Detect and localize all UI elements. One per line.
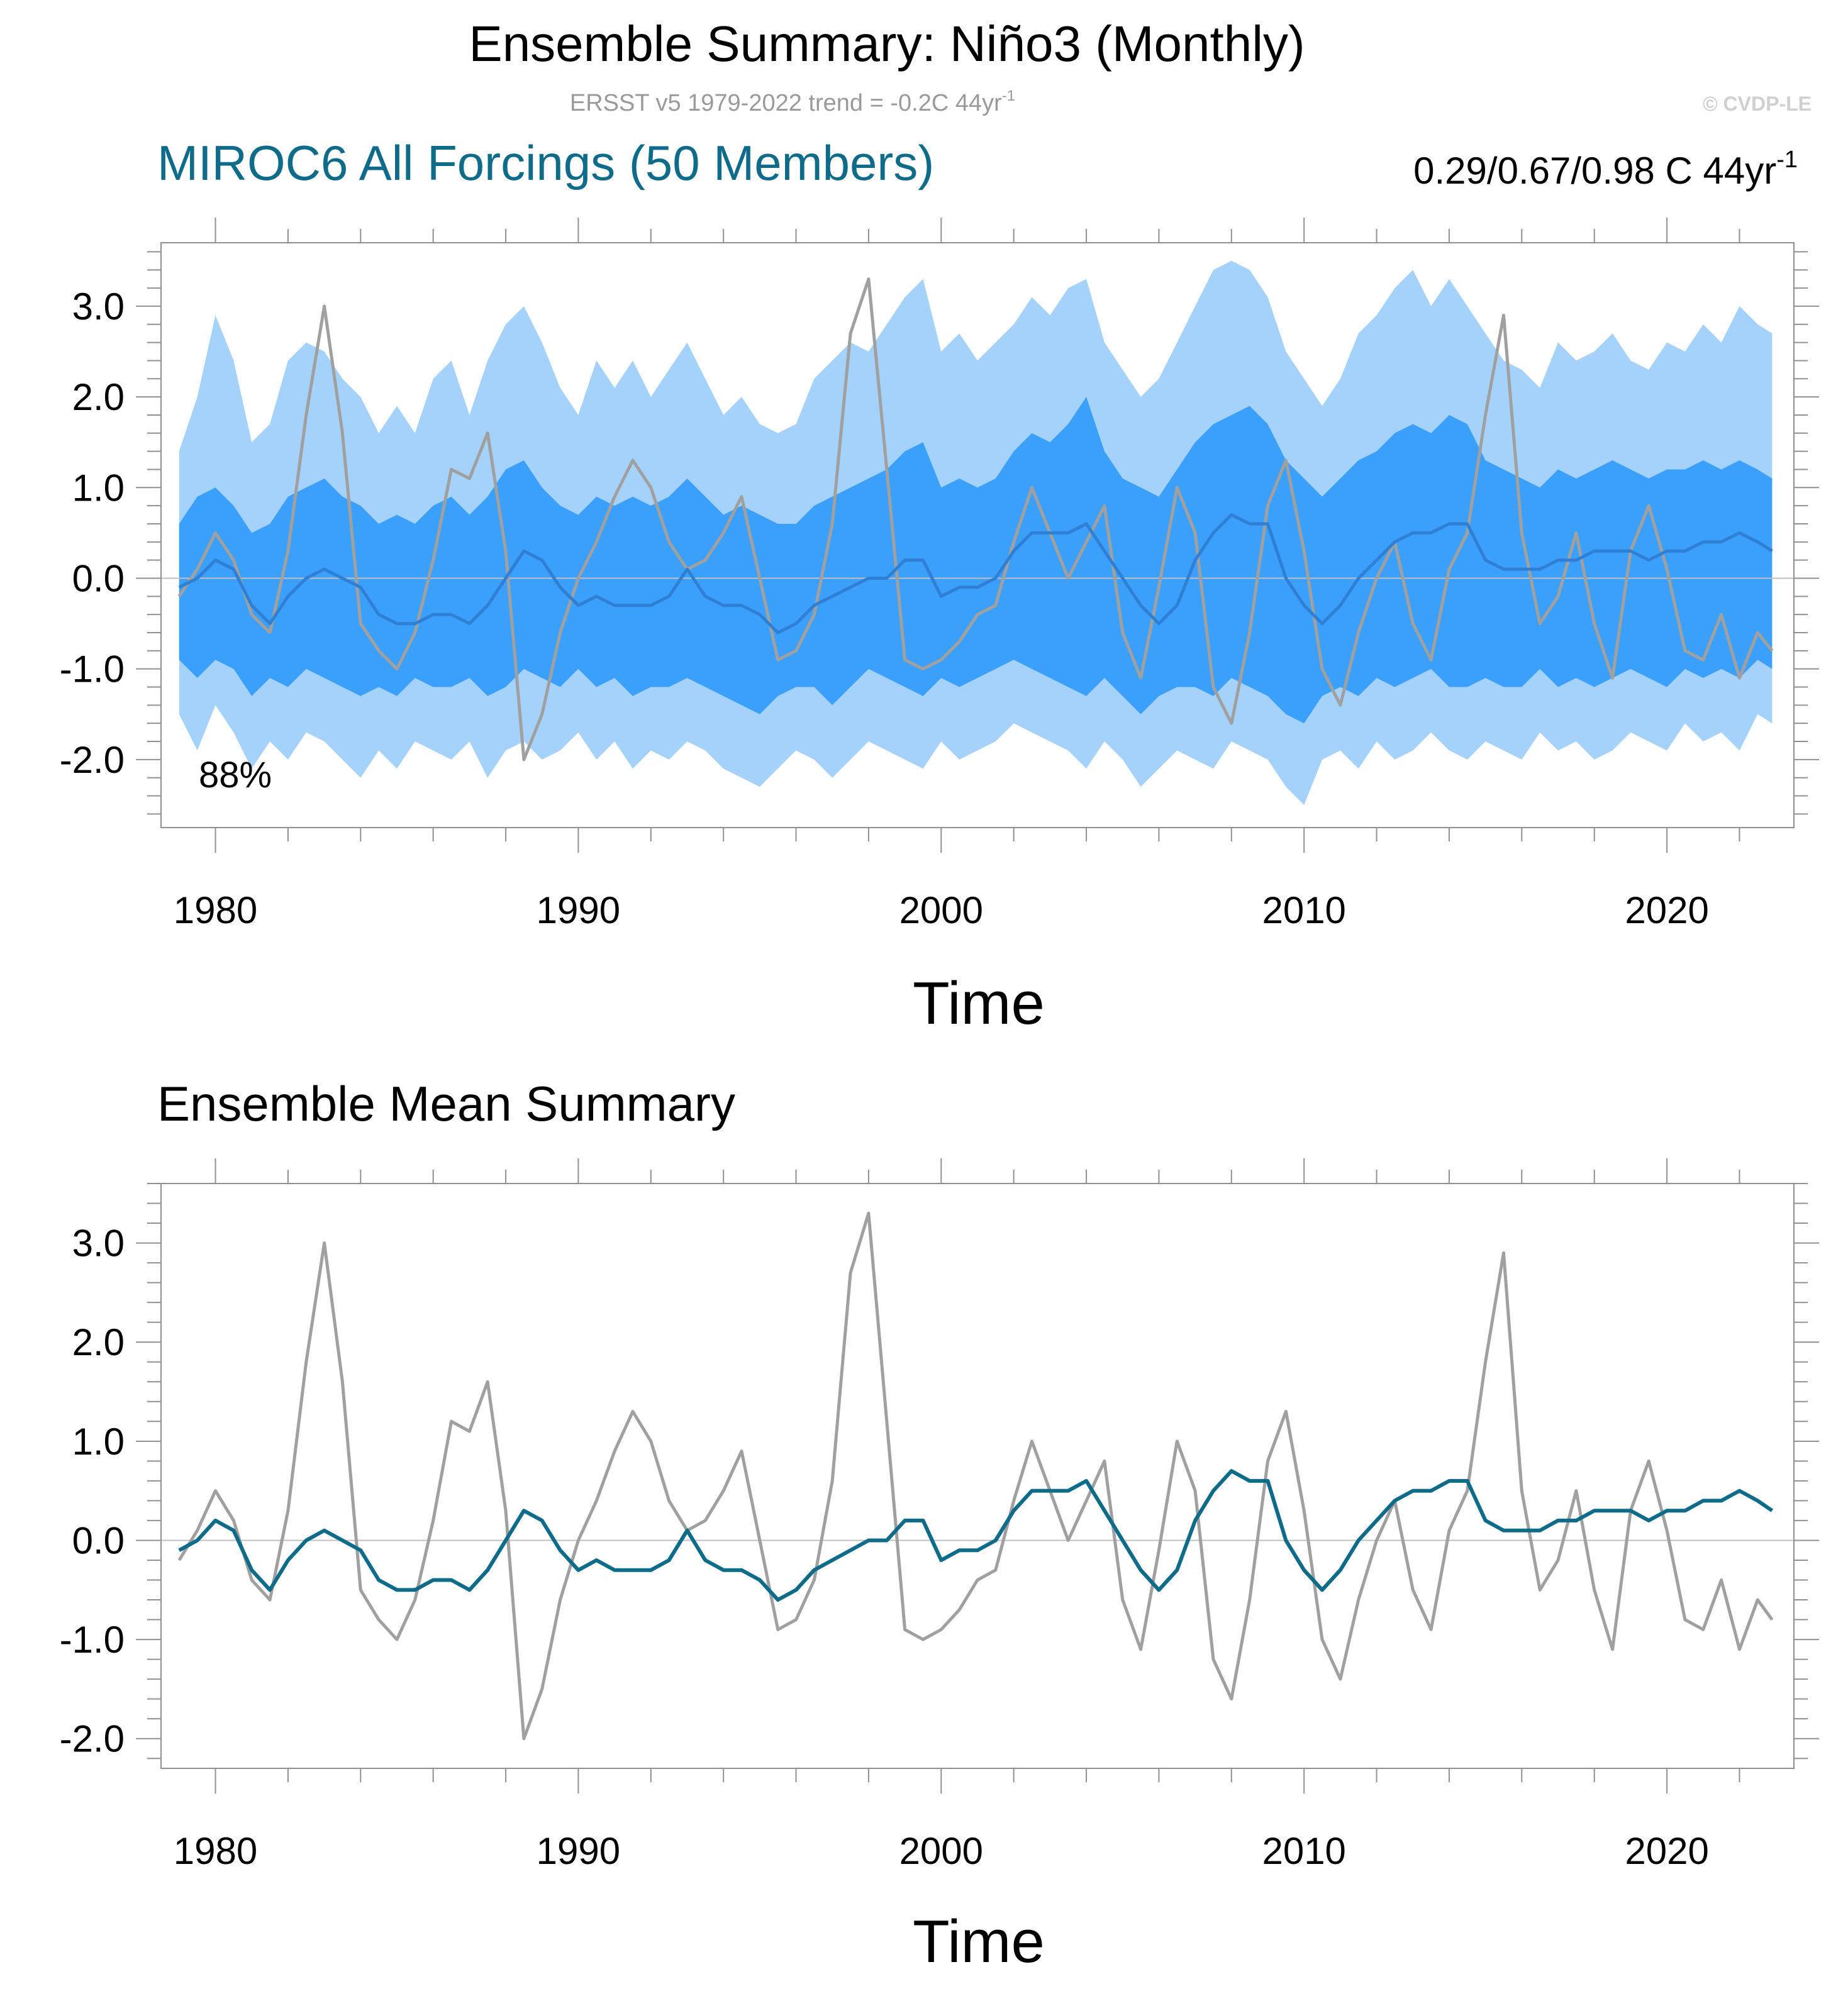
y-tick-label: 1.0 <box>72 1421 125 1463</box>
y-tick-label: 2.0 <box>72 376 125 418</box>
x-tick-label: 1980 <box>174 1830 257 1872</box>
copyright-label: © CVDP-LE <box>1703 92 1812 115</box>
observed-series-line <box>177 277 1774 762</box>
ensemble-mean-line <box>178 513 1773 635</box>
x-tick-label: 1980 <box>174 889 257 931</box>
top-panel-percent-label: 88% <box>199 755 272 796</box>
y-tick-label: 1.0 <box>72 467 125 509</box>
x-tick-label: 1990 <box>537 1830 620 1872</box>
observed-series-line <box>177 1211 1774 1741</box>
top-panel-trend: 0.29/0.67/0.98 C 44yr-1 <box>1413 147 1798 192</box>
top-panel-xlabel: Time <box>913 970 1045 1037</box>
bottom-panel-title: Ensemble Mean Summary <box>157 1076 735 1131</box>
y-tick-label: 0.0 <box>72 1519 125 1561</box>
x-tick-label: 2000 <box>899 889 983 931</box>
y-tick-label: 2.0 <box>72 1321 125 1363</box>
figure-subtitle-sup: -1 <box>1002 87 1015 104</box>
figure-subtitle-main: ERSST v5 1979-2022 trend = -0.2C 44yr <box>570 90 1002 116</box>
y-tick-label: 3.0 <box>72 1223 125 1265</box>
y-tick-label: -2.0 <box>60 1718 125 1760</box>
top-panel-trend-sup: -1 <box>1776 147 1798 173</box>
x-tick-label: 2000 <box>899 1830 983 1872</box>
top-panel-plot: 3.0 2.0 1.0 0.0 -1.0 -2.0 1980 1990 2000 2010 2020 <box>60 218 1819 931</box>
y-tick-label: 3.0 <box>72 286 125 328</box>
x-tick-label: 1990 <box>537 889 620 931</box>
bottom-panel-xlabel: Time <box>913 1908 1045 1975</box>
y-tick-label: 0.0 <box>72 557 125 599</box>
x-tick-label: 2020 <box>1625 889 1708 931</box>
plot-frame <box>160 1183 1795 1769</box>
y-tick-label: -1.0 <box>60 1619 125 1661</box>
bottom-panel-plot: 3.0 2.0 1.0 0.0 -1.0 -2.0 1980 1990 2000 2010 2020 <box>60 1158 1819 1872</box>
ensemble-mean-line <box>178 1469 1774 1602</box>
top-panel-trend-main: 0.29/0.67/0.98 C 44yr <box>1413 150 1776 192</box>
ensemble-range-inner-band <box>179 397 1773 724</box>
figure-subtitle: ERSST v5 1979-2022 trend = -0.2C 44yr-1 <box>570 87 1015 116</box>
x-tick-label: 2010 <box>1262 889 1345 931</box>
x-tick-label: 2010 <box>1262 1830 1345 1872</box>
y-tick-label: -2.0 <box>60 739 125 781</box>
y-tick-label: -1.0 <box>60 648 125 690</box>
plot-frame <box>160 242 1795 828</box>
figure-title: Ensemble Summary: Niño3 (Monthly) <box>469 16 1305 72</box>
x-tick-label: 2020 <box>1625 1830 1708 1872</box>
top-panel-title: MIROC6 All Forcings (50 Members) <box>157 135 934 191</box>
